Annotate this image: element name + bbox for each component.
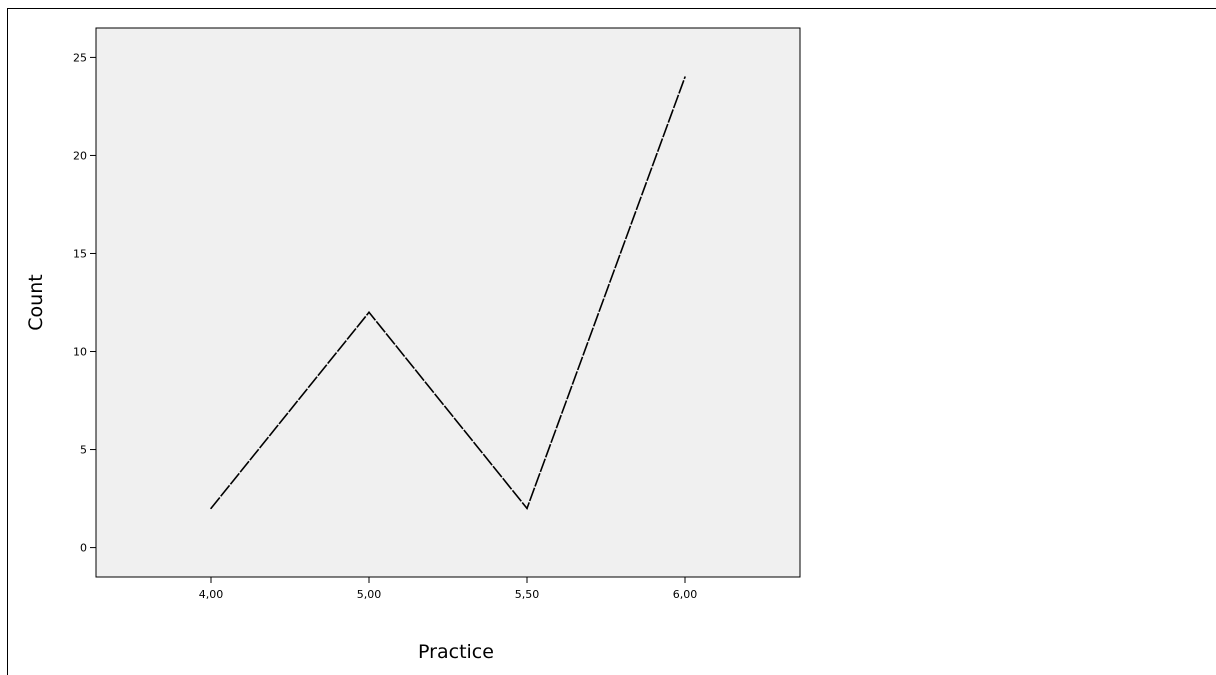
series-layer [210,76,686,510]
x-axis: 4,00 5,00 5,50 6,00 [199,577,698,601]
y-tick-label: 0 [80,542,87,555]
data-point [368,311,370,314]
x-tick-label: 4,00 [199,588,224,601]
data-point [210,507,212,510]
x-axis-title: Practice [418,641,494,663]
y-tick-label: 10 [73,346,87,359]
data-point [684,76,686,78]
y-axis-title: Count [25,274,47,330]
y-tick-label: 20 [73,149,87,162]
x-tick-label: 5,50 [515,588,540,601]
x-tick-label: 6,00 [673,588,698,601]
x-tick-label: 5,00 [357,588,382,601]
y-tick-label: 5 [80,444,87,457]
y-tick-label: 15 [73,247,87,260]
data-point [526,507,528,510]
y-tick-label: 25 [73,51,87,64]
plot-area [95,27,801,578]
chart-frame [7,8,1216,675]
series-line [210,76,686,510]
y-axis: 0 5 10 15 20 25 [73,51,96,555]
